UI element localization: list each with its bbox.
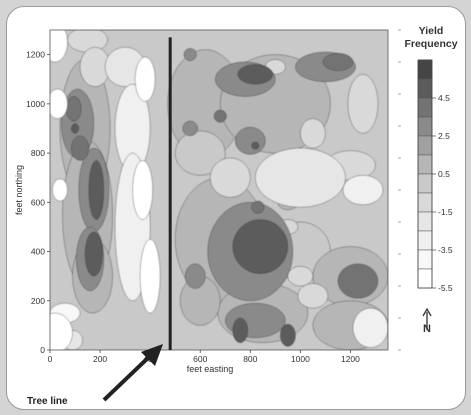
y-axis-label: feet northing [14,165,24,215]
yield-contour-blob [71,123,80,134]
yield-contour-blob [88,160,105,220]
yield-contour-blob [84,231,103,277]
yield-contour-blob [213,109,227,123]
legend-swatch [417,268,433,289]
legend-swatches [417,59,433,289]
yield-contour-blob [134,56,156,102]
legend-label: 0.5 [438,169,450,179]
legend-title-line2: Frequency [404,38,457,50]
yield-contour-blob [347,74,379,134]
annotation-arrow-shaft [102,354,152,402]
legend-title-line1: Yield [419,25,444,37]
yield-contour-blob [297,283,329,309]
y-tick-label: 1200 [26,50,45,60]
legend-swatch [417,249,433,270]
x-tick-label: 800 [243,354,257,364]
y-tick-label: 400 [31,247,45,257]
legend-label: -1.5 [438,207,453,217]
legend-label: 4.5 [438,93,450,103]
legend-swatch [417,135,433,156]
tree-line-label: Tree line [27,396,68,407]
yield-contour-blob [139,239,161,314]
yield-contour-blob [255,147,346,208]
yield-contour-blob [287,266,314,287]
x-tick-label: 1000 [291,354,310,364]
legend-swatch [417,211,433,232]
yield-contour-blob [182,120,198,137]
yield-contour-blob [184,263,206,289]
legend-swatch [417,59,433,80]
yield-contour-blob [280,323,296,347]
yield-contour-blob [50,312,73,350]
x-tick-label: 600 [193,354,207,364]
legend-labels: 4.5 2.5 0.5 -1.5 -3.5 -5.5 [398,29,453,351]
yield-contour-blob [337,263,379,299]
yield-contour-blob [132,160,153,220]
yield-contour-blob [67,30,108,53]
yield-contour-blob [174,130,226,176]
yield-contour-blob [210,157,251,198]
yield-contour-blob [251,200,265,214]
yield-contour-blob [66,96,82,122]
yield-contour-blob [232,317,249,343]
yield-contour-blob [50,30,68,63]
plot-area [50,30,388,350]
legend-swatch [417,192,433,213]
legend-swatch [417,173,433,194]
legend-label: -3.5 [438,245,453,255]
tree-line-annotation: Tree line [27,344,163,407]
legend-swatch [417,230,433,251]
yield-contour-blob [183,48,197,61]
y-tick-label: 0 [40,345,45,355]
yield-contour-blob [50,88,68,119]
legend-label: -5.5 [438,283,453,293]
x-axis-label: feet easting [187,364,234,374]
legend-swatch [417,97,433,118]
y-tick-label: 600 [31,197,45,207]
north-arrow-head-icon [422,307,432,317]
yield-contour-blob [342,175,384,205]
legend-swatch [417,116,433,137]
yield-contour-blob [237,64,274,85]
y-axis-ticks: 0 200 400 600 800 1000 1200 [26,50,50,355]
x-tick-label: 1200 [341,354,360,364]
yield-contour-blob [300,118,326,149]
yield-contours [50,30,388,350]
north-arrow-label: N [423,323,431,335]
yield-contour-blob [352,307,388,348]
legend: Yield Frequency 4.5 2.5 0.5 -1.5 -3.5 -5.5 [398,25,458,351]
y-tick-label: 200 [31,296,45,306]
legend-swatch [417,154,433,175]
annotation-arrow-head-icon [141,344,163,366]
x-tick-label: 200 [93,354,107,364]
yield-contour-blob [52,178,68,202]
legend-swatch [417,78,433,99]
yield-contour-blob [322,53,354,71]
yield-contour-blob [235,127,266,155]
y-tick-label: 800 [31,148,45,158]
yield-contour-blob [232,219,289,274]
legend-label: 2.5 [438,131,450,141]
north-arrow: N [422,307,432,335]
plot-border [49,29,389,351]
yield-contour-blob [251,141,260,150]
x-tick-label: 0 [48,354,53,364]
y-tick-label: 1000 [26,99,45,109]
yield-contour-blob [71,135,90,161]
